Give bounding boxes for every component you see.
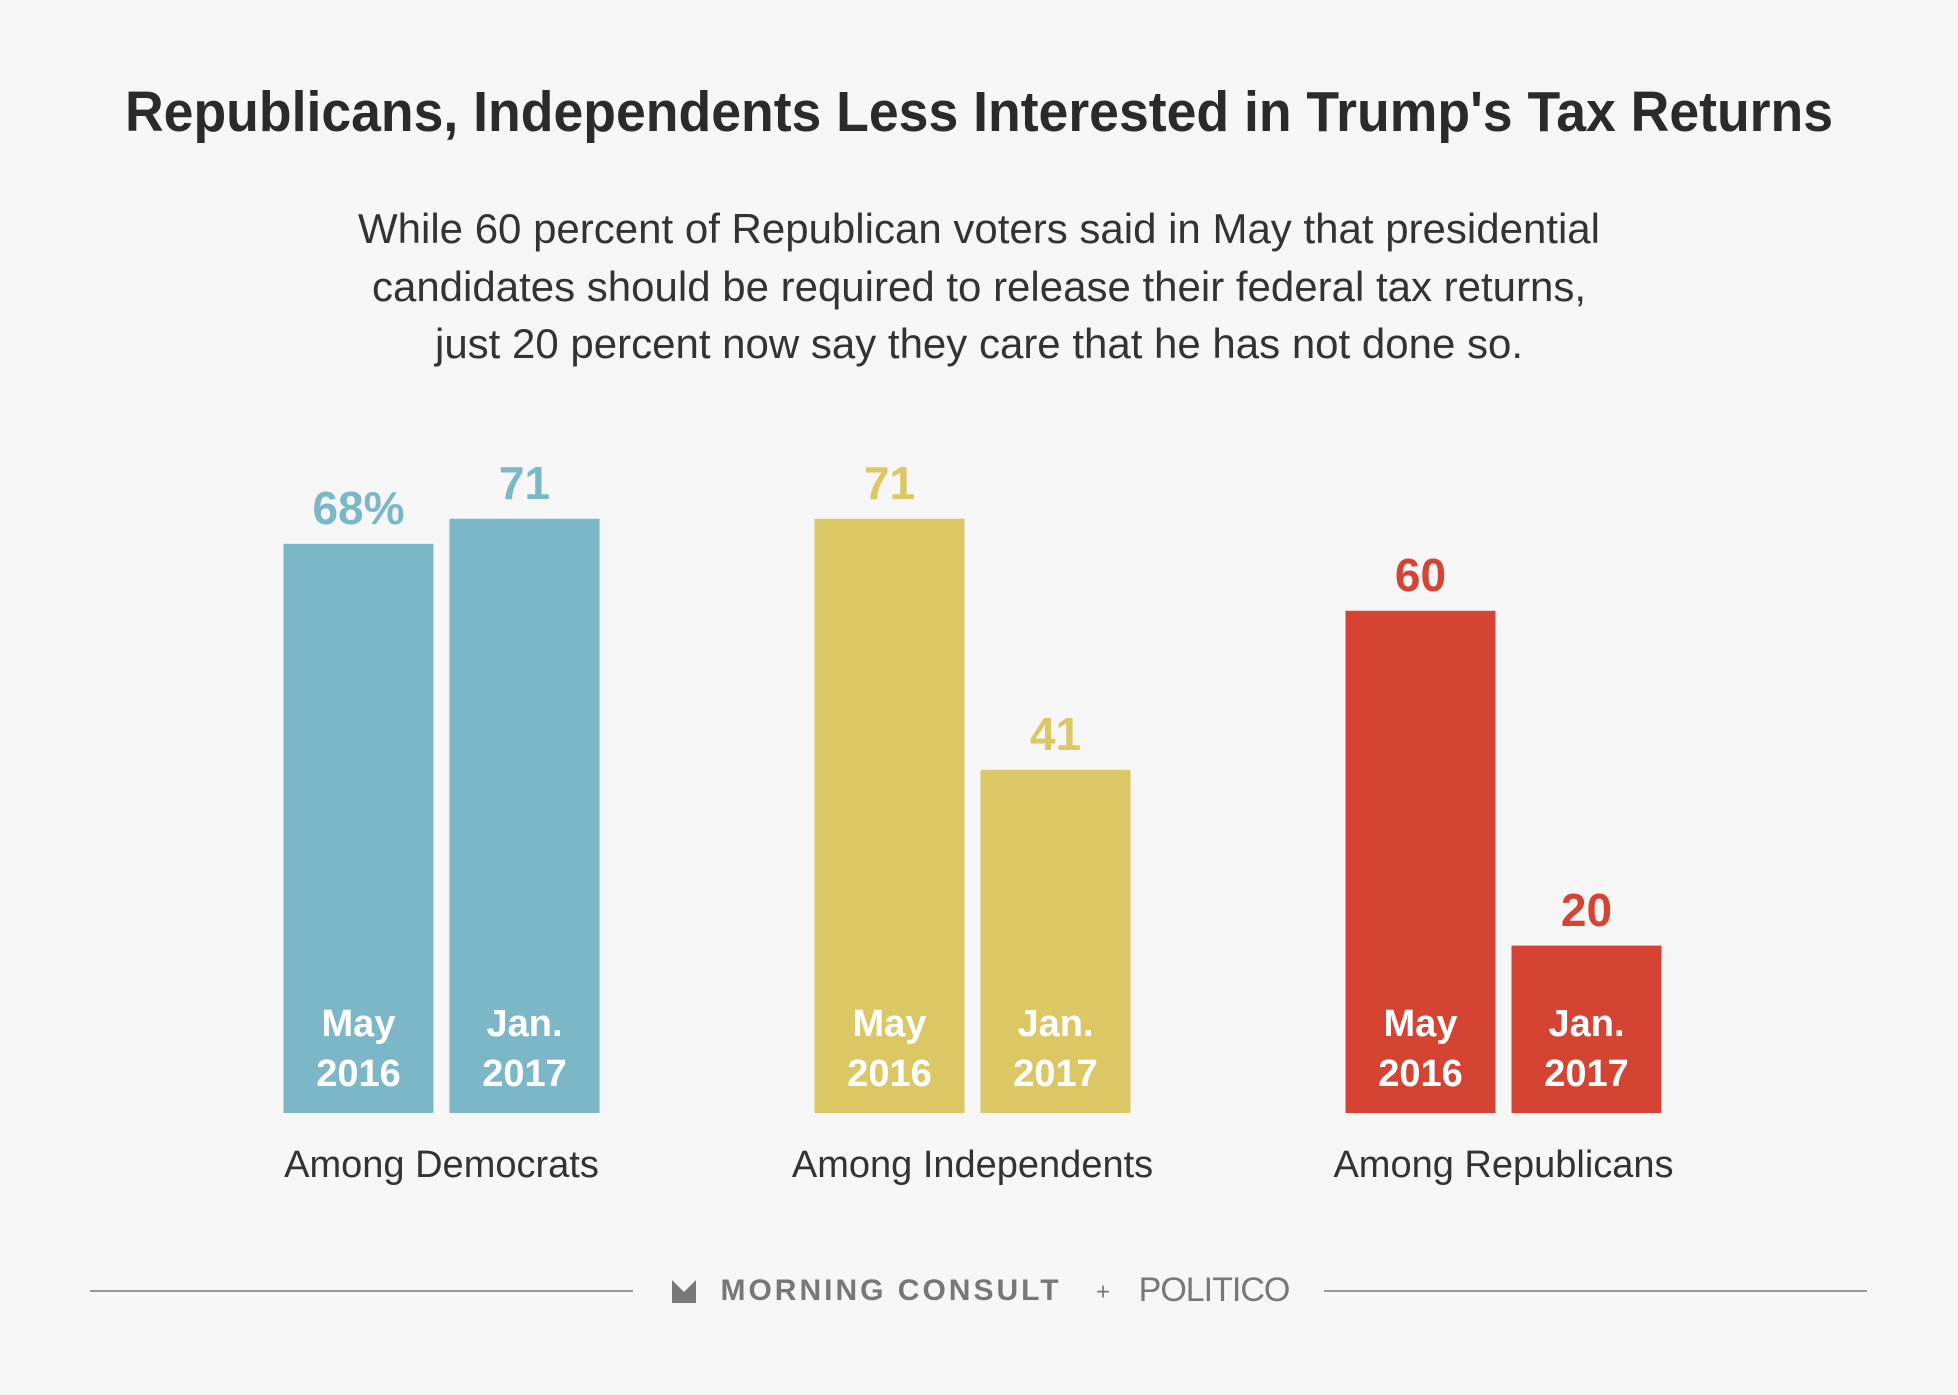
bar [814, 518, 965, 1113]
footer-brand: MORNING CONSULT [720, 1274, 1061, 1307]
bar-label: Jan. [486, 1003, 562, 1045]
value-label: 71 [499, 457, 550, 509]
bar-label: May [322, 1003, 396, 1045]
bar-label: May [853, 1003, 927, 1045]
value-label: 20 [1561, 884, 1612, 936]
value-label: 71 [864, 457, 915, 509]
bar [1345, 610, 1496, 1113]
bar-label: Jan. [1548, 1003, 1624, 1045]
bar-label: 2017 [1013, 1053, 1098, 1095]
bar-label: 2016 [316, 1053, 401, 1095]
bar-label: May [1384, 1003, 1458, 1045]
bar-label: 2016 [847, 1053, 932, 1095]
bar-label: Jan. [1017, 1003, 1093, 1045]
bar [449, 518, 600, 1113]
brand-logo [672, 1280, 696, 1303]
bar-label: 2017 [482, 1053, 567, 1095]
bar-label: 2017 [1544, 1053, 1629, 1095]
bar [1511, 945, 1662, 1113]
value-label: 60 [1395, 549, 1446, 601]
subtitle: candidates should be required to release… [372, 263, 1586, 310]
subtitle: just 20 percent now say they care that h… [433, 320, 1523, 367]
bar-label: 2016 [1378, 1053, 1463, 1095]
value-label: 41 [1030, 708, 1081, 760]
footer-plus: + [1096, 1278, 1110, 1305]
value-label: 68% [312, 482, 404, 534]
chart-title: Republicans, Independents Less Intereste… [125, 80, 1833, 144]
group-label: Among Democrats [284, 1144, 599, 1186]
group-label: Among Republicans [1333, 1144, 1673, 1186]
group-label: Among Independents [792, 1144, 1153, 1186]
footer-partner: POLITICO [1139, 1271, 1290, 1309]
bar [980, 769, 1131, 1113]
bar [283, 543, 434, 1113]
subtitle: While 60 percent of Republican voters sa… [358, 205, 1600, 252]
